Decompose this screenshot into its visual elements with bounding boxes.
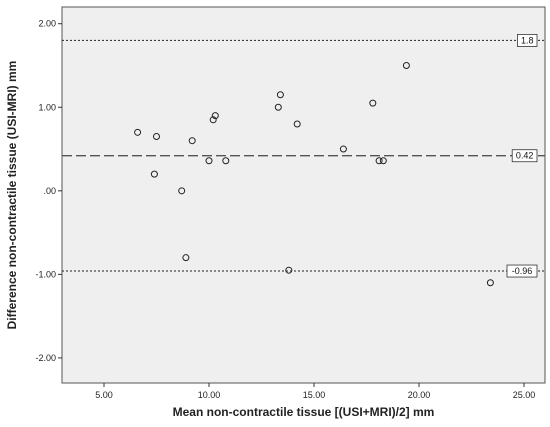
data-point xyxy=(209,116,217,124)
reference-lines: 1.8 0.42 -0.96 xyxy=(62,34,545,278)
data-point xyxy=(134,128,142,136)
data-point xyxy=(274,103,282,111)
x-tick-label: 10.00 xyxy=(198,390,221,400)
y-tick-label: -1.00 xyxy=(35,269,56,279)
data-point xyxy=(293,120,301,128)
data-point xyxy=(369,99,377,107)
data-point xyxy=(375,157,383,165)
x-tick-label: 25.00 xyxy=(513,390,536,400)
reference-label-upper-limit: 1.8 xyxy=(521,35,534,45)
data-point xyxy=(205,157,213,165)
reference-label-lower-limit: -0.96 xyxy=(512,266,533,276)
data-point xyxy=(150,170,158,178)
x-tick-label: 5.00 xyxy=(95,390,113,400)
x-axis-ticks: 5.00 10.00 15.00 20.00 25.00 xyxy=(95,383,535,400)
y-tick-label: -2.00 xyxy=(35,353,56,363)
reference-label-box-upper-limit xyxy=(517,34,538,47)
y-tick-label: 2.00 xyxy=(38,19,56,29)
data-point xyxy=(178,187,186,195)
data-point xyxy=(276,91,284,99)
data-point xyxy=(222,157,230,165)
data-point xyxy=(379,157,387,165)
y-tick-label: .00 xyxy=(43,186,56,196)
plot-area xyxy=(61,6,546,384)
data-point xyxy=(153,133,160,141)
reference-label-box-mean-difference xyxy=(511,149,538,163)
y-tick-label: 1.00 xyxy=(38,102,56,112)
y-axis-title: Difference non-contractile tissue (USI-M… xyxy=(5,61,19,330)
data-point xyxy=(486,279,494,287)
data-point xyxy=(188,137,196,145)
data-point xyxy=(285,266,293,274)
x-axis-title: Mean non-contractile tissue [(USI+MRI)/2… xyxy=(173,405,435,419)
y-axis-ticks: 2.00 1.00 .00 -1.00 -2.00 xyxy=(35,19,62,363)
reference-label-mean-difference: 0.42 xyxy=(516,151,534,161)
data-point xyxy=(402,61,410,69)
data-point xyxy=(211,112,219,120)
x-tick-label: 15.00 xyxy=(303,390,326,400)
x-tick-label: 20.00 xyxy=(408,390,431,400)
data-point xyxy=(182,254,190,262)
reference-label-box-lower-limit xyxy=(506,264,538,278)
data-point xyxy=(339,145,347,153)
data-points xyxy=(134,61,494,287)
